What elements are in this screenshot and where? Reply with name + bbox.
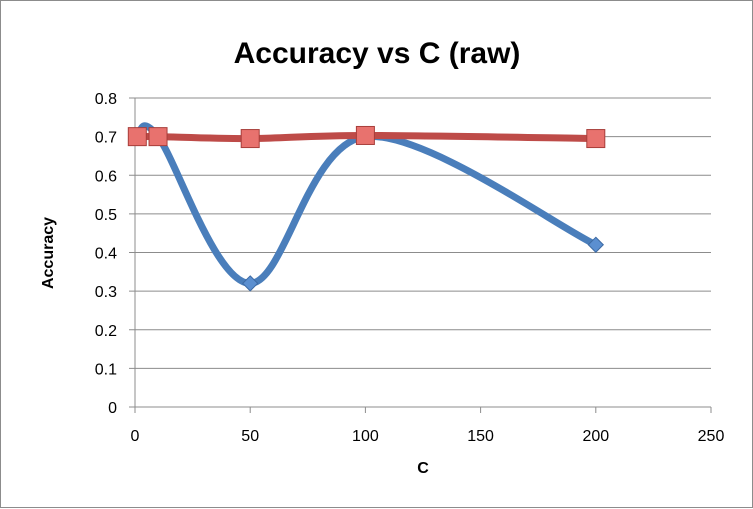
y-tick-label: 0.7	[95, 130, 117, 147]
series-group	[127, 122, 606, 292]
axes	[134, 98, 712, 413]
data-point	[240, 129, 260, 149]
x-tick-label: 250	[698, 428, 725, 445]
series-line	[133, 122, 600, 287]
x-tick-labels: 0 50 100 150 200 250	[131, 428, 725, 445]
y-axis-title: Accuracy	[40, 217, 57, 289]
data-point	[587, 236, 605, 253]
y-tick-label: 0	[108, 400, 117, 417]
data-point	[586, 129, 606, 149]
data-point	[241, 275, 259, 292]
chart-title: Accuracy vs C (raw)	[234, 37, 521, 70]
y-tick-labels: 0 0.1 0.2 0.3 0.4 0.5 0.6 0.7 0.8	[95, 91, 117, 417]
x-tick-label: 150	[467, 428, 494, 445]
y-tick-label: 0.6	[95, 168, 117, 185]
y-tick-label: 0.8	[95, 91, 117, 108]
y-tick-label: 0.1	[95, 361, 117, 378]
x-tick-label: 200	[582, 428, 609, 445]
data-point	[148, 127, 168, 147]
series-2	[127, 125, 606, 149]
y-tick-label: 0.3	[95, 284, 117, 301]
x-axis-title: C	[417, 460, 429, 477]
y-tick-label: 0.4	[95, 246, 117, 263]
data-point	[127, 127, 147, 147]
data-point	[355, 125, 375, 145]
series-1	[129, 122, 605, 292]
x-tick-label: 0	[131, 428, 140, 445]
y-tick-label: 0.5	[95, 207, 117, 224]
x-tick-label: 50	[241, 428, 259, 445]
y-tick-label: 0.2	[95, 323, 117, 340]
x-tick-label: 100	[352, 428, 379, 445]
